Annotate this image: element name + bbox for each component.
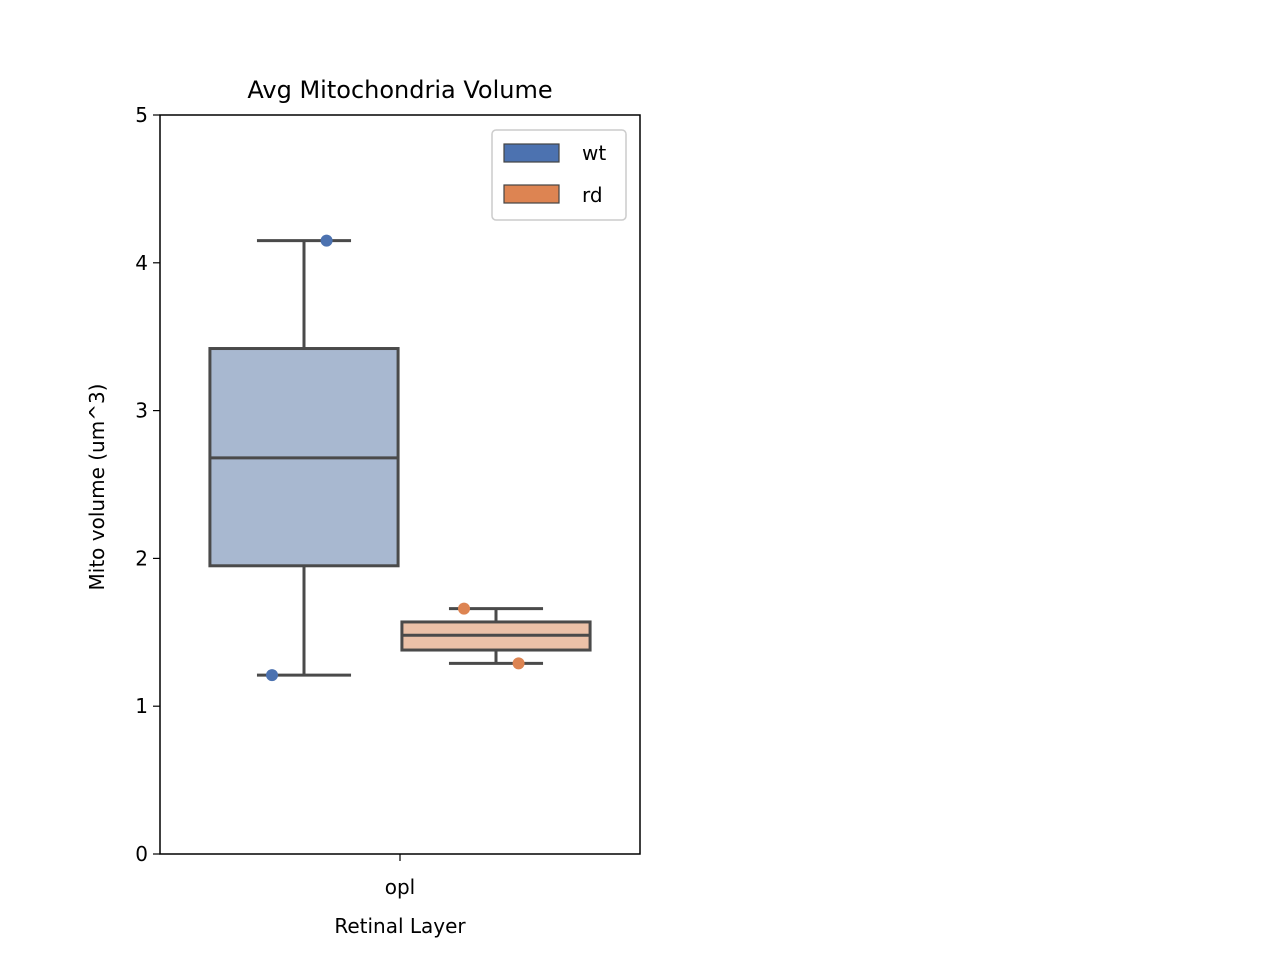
x-tick-label-0: opl: [385, 875, 416, 899]
point-rd-0: [458, 602, 471, 615]
box-rd: [400, 602, 592, 670]
legend-swatch-wt: [503, 143, 560, 163]
y-tick-label-3: 3: [135, 399, 148, 423]
y-tick-label-1: 1: [135, 694, 148, 718]
y-axis-label: Mito volume (um^3): [85, 384, 109, 591]
legend-swatch-rd: [503, 184, 560, 204]
plot-area: [208, 234, 592, 682]
point-wt-1: [320, 234, 333, 247]
y-tick-label-4: 4: [135, 251, 148, 275]
point-wt-0: [266, 669, 279, 682]
y-tick-label-2: 2: [135, 546, 148, 570]
chart-title: Avg Mitochondria Volume: [247, 76, 552, 104]
point-rd-1: [512, 657, 525, 670]
y-axis: 0 1 2 3 4 5: [135, 103, 160, 866]
y-tick-label-5: 5: [135, 103, 148, 127]
x-axis-label: Retinal Layer: [334, 914, 466, 938]
legend-label-wt: wt: [582, 141, 606, 165]
y-tick-label-0: 0: [135, 842, 148, 866]
legend: wt rd: [491, 129, 627, 221]
x-axis: opl: [385, 854, 416, 899]
legend-label-rd: rd: [582, 183, 603, 207]
box-wt: [208, 234, 400, 682]
